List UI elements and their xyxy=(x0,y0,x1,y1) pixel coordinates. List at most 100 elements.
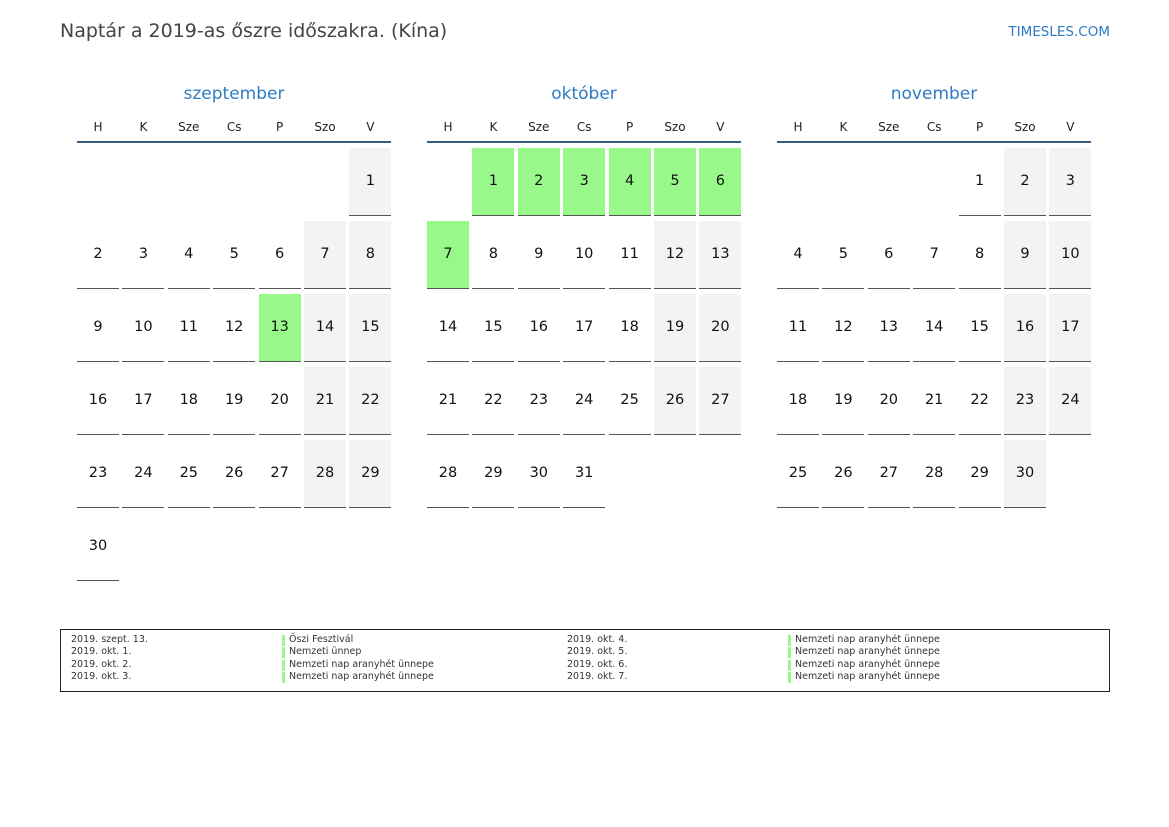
day-cell[interactable]: 30 xyxy=(1004,440,1046,508)
day-cell[interactable]: 5 xyxy=(213,221,256,289)
day-cell[interactable]: 31 xyxy=(563,440,606,508)
holiday-day-cell[interactable]: 1 xyxy=(472,148,515,216)
day-cell[interactable]: 14 xyxy=(304,294,346,362)
day-cell[interactable]: 17 xyxy=(1049,294,1092,362)
day-cell[interactable]: 4 xyxy=(777,221,819,289)
day-cell[interactable]: 25 xyxy=(608,367,651,435)
day-cell[interactable]: 18 xyxy=(167,367,210,435)
day-cell[interactable]: 4 xyxy=(167,221,210,289)
weekday-header: H xyxy=(443,120,453,134)
day-cell[interactable]: 17 xyxy=(122,367,165,435)
day-cell[interactable]: 3 xyxy=(1049,148,1092,216)
day-cell[interactable]: 10 xyxy=(1049,221,1092,289)
day-cell[interactable]: 19 xyxy=(822,367,865,435)
day-cell[interactable]: 1 xyxy=(958,148,1001,216)
holiday-day-cell[interactable]: 7 xyxy=(427,221,469,289)
holiday-day-cell[interactable]: 6 xyxy=(699,148,742,216)
day-cell[interactable]: 24 xyxy=(563,367,606,435)
day-cell[interactable]: 27 xyxy=(258,440,301,508)
day-cell[interactable]: 29 xyxy=(349,440,392,508)
day-cell[interactable]: 11 xyxy=(777,294,819,362)
day-cell[interactable]: 23 xyxy=(517,367,560,435)
day-cell[interactable]: 22 xyxy=(349,367,392,435)
day-cell[interactable]: 23 xyxy=(77,440,119,508)
day-cell[interactable]: 27 xyxy=(699,367,742,435)
holiday-day-cell[interactable]: 2 xyxy=(517,148,560,216)
day-cell[interactable]: 29 xyxy=(472,440,515,508)
day-cell[interactable]: 8 xyxy=(349,221,392,289)
day-cell[interactable]: 27 xyxy=(867,440,910,508)
day-cell[interactable]: 3 xyxy=(122,221,165,289)
brand-link[interactable]: TIMESLES.COM xyxy=(1008,24,1110,40)
day-cell[interactable]: 29 xyxy=(958,440,1001,508)
day-cell[interactable]: 24 xyxy=(1049,367,1092,435)
day-cell[interactable]: 20 xyxy=(867,367,910,435)
day-cell[interactable]: 13 xyxy=(867,294,910,362)
day-cell[interactable]: 16 xyxy=(517,294,560,362)
day-cell[interactable]: 26 xyxy=(822,440,865,508)
day-cell[interactable]: 11 xyxy=(608,221,651,289)
day-cell[interactable]: 12 xyxy=(654,221,696,289)
day-cell[interactable]: 18 xyxy=(777,367,819,435)
day-cell[interactable]: 5 xyxy=(822,221,865,289)
day-cell[interactable]: 28 xyxy=(913,440,956,508)
holiday-day-cell[interactable]: 5 xyxy=(654,148,696,216)
day-cell[interactable]: 25 xyxy=(777,440,819,508)
day-cell[interactable]: 19 xyxy=(654,294,696,362)
day-cell[interactable]: 16 xyxy=(1004,294,1046,362)
holiday-color-marker xyxy=(282,659,285,671)
day-cell[interactable]: 12 xyxy=(822,294,865,362)
day-cell[interactable]: 30 xyxy=(77,513,119,581)
legend-holiday-name: Nemzeti nap aranyhét ünnepe xyxy=(795,658,940,670)
day-cell[interactable]: 15 xyxy=(349,294,392,362)
day-cell[interactable]: 21 xyxy=(304,367,346,435)
day-cell[interactable]: 28 xyxy=(427,440,469,508)
day-cell[interactable]: 10 xyxy=(122,294,165,362)
day-cell[interactable]: 22 xyxy=(958,367,1001,435)
holiday-color-marker xyxy=(282,672,285,684)
day-cell[interactable]: 16 xyxy=(77,367,119,435)
holiday-day-cell[interactable]: 4 xyxy=(608,148,651,216)
weekday-header: K xyxy=(489,120,498,134)
day-cell[interactable]: 30 xyxy=(517,440,560,508)
legend-date: 2019. okt. 3. xyxy=(71,671,132,683)
day-cell[interactable]: 9 xyxy=(1004,221,1046,289)
day-cell[interactable]: 1 xyxy=(349,148,392,216)
day-cell[interactable]: 15 xyxy=(472,294,515,362)
day-cell[interactable]: 21 xyxy=(427,367,469,435)
day-cell[interactable]: 11 xyxy=(167,294,210,362)
day-cell[interactable]: 8 xyxy=(472,221,515,289)
day-cell[interactable]: 13 xyxy=(699,221,742,289)
day-cell[interactable]: 18 xyxy=(608,294,651,362)
day-cell[interactable]: 20 xyxy=(258,367,301,435)
day-cell[interactable]: 25 xyxy=(167,440,210,508)
legend-holiday-name: Nemzeti nap aranyhét ünnepe xyxy=(795,646,940,658)
day-cell[interactable]: 6 xyxy=(258,221,301,289)
day-cell[interactable]: 2 xyxy=(1004,148,1046,216)
holiday-day-cell[interactable]: 13 xyxy=(258,294,301,362)
day-cell[interactable]: 14 xyxy=(427,294,469,362)
day-cell[interactable]: 12 xyxy=(213,294,256,362)
holiday-legend: 2019. szept. 13. Őszi Fesztivál 2019. okt.… xyxy=(60,629,1110,692)
day-cell[interactable]: 14 xyxy=(913,294,956,362)
day-cell[interactable]: 6 xyxy=(867,221,910,289)
day-cell[interactable]: 28 xyxy=(304,440,346,508)
day-cell[interactable]: 9 xyxy=(517,221,560,289)
day-cell[interactable]: 26 xyxy=(654,367,696,435)
day-cell[interactable]: 26 xyxy=(213,440,256,508)
day-cell[interactable]: 15 xyxy=(958,294,1001,362)
day-cell[interactable]: 2 xyxy=(77,221,119,289)
day-cell[interactable]: 8 xyxy=(958,221,1001,289)
day-cell[interactable]: 19 xyxy=(213,367,256,435)
day-cell[interactable]: 7 xyxy=(913,221,956,289)
day-cell[interactable]: 24 xyxy=(122,440,165,508)
day-cell[interactable]: 10 xyxy=(563,221,606,289)
day-cell[interactable]: 22 xyxy=(472,367,515,435)
day-cell[interactable]: 9 xyxy=(77,294,119,362)
day-cell[interactable]: 21 xyxy=(913,367,956,435)
day-cell[interactable]: 17 xyxy=(563,294,606,362)
holiday-day-cell[interactable]: 3 xyxy=(563,148,606,216)
day-cell[interactable]: 23 xyxy=(1004,367,1046,435)
day-cell[interactable]: 20 xyxy=(699,294,742,362)
day-cell[interactable]: 7 xyxy=(304,221,346,289)
